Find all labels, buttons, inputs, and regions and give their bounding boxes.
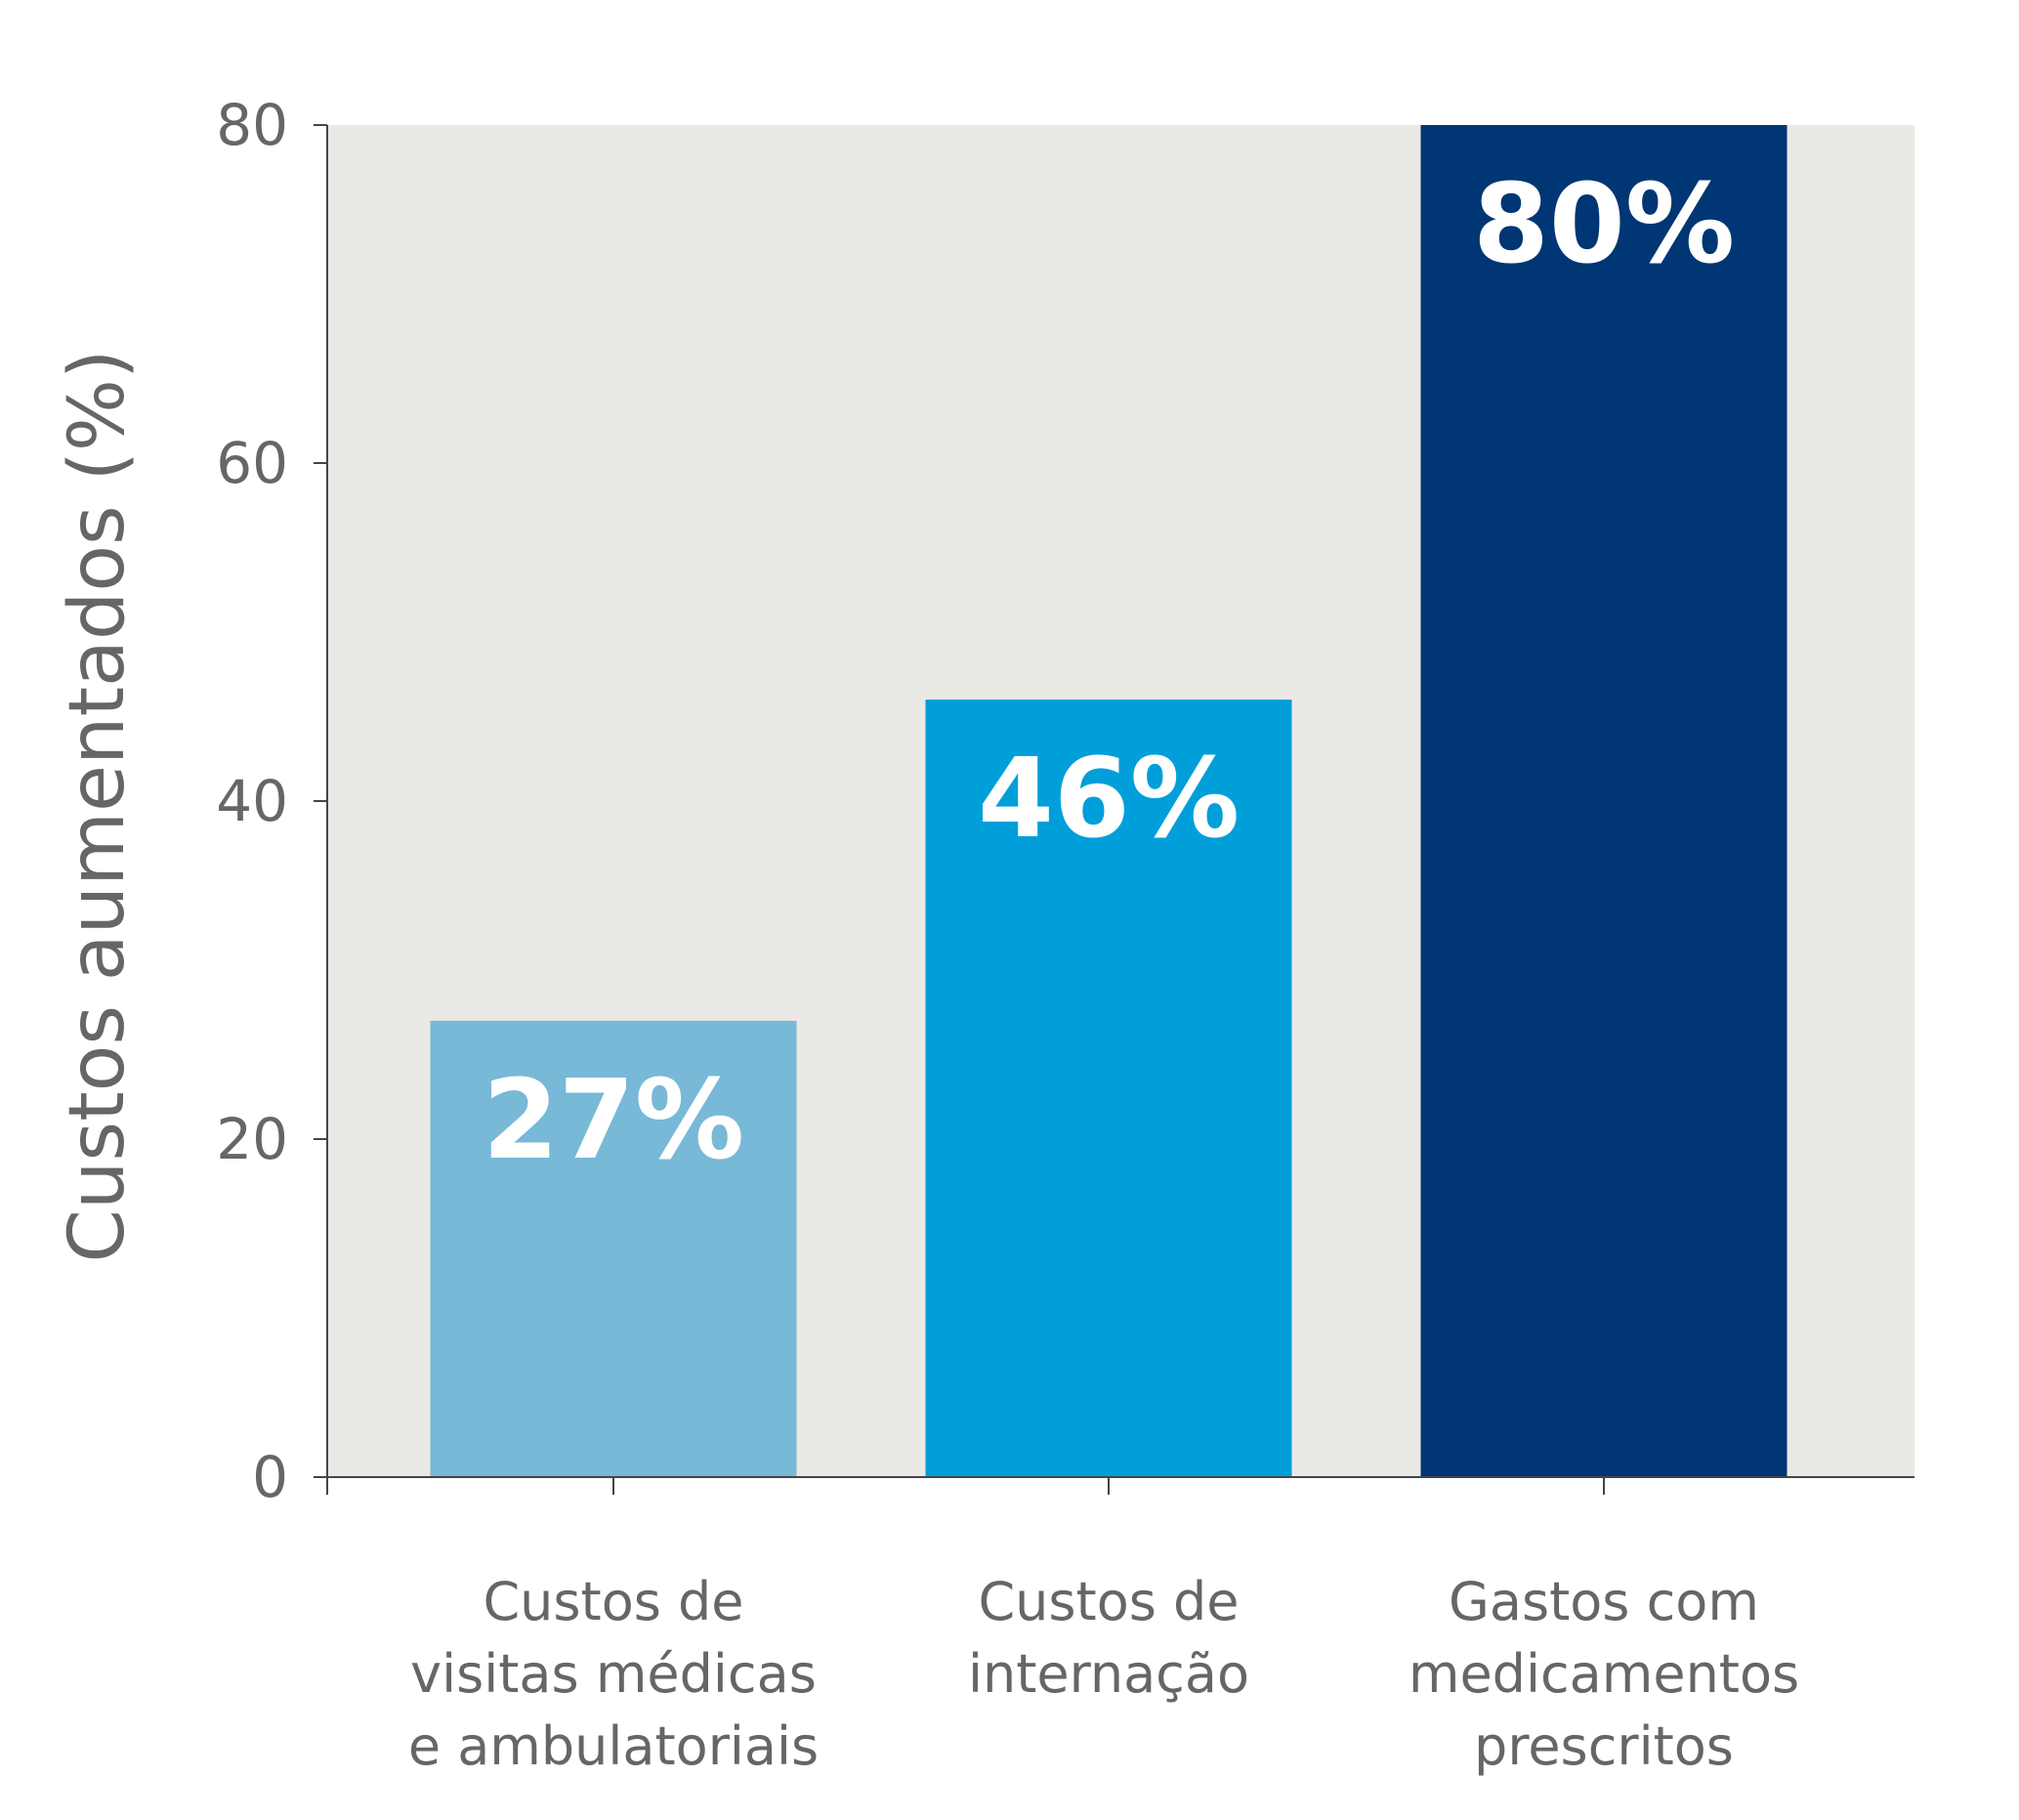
- bar-2: [925, 699, 1292, 1477]
- y-tick-label: 60: [216, 430, 288, 496]
- y-tick-label: 20: [216, 1106, 288, 1172]
- category-label-3: Gastos com medicamentos prescritos: [1409, 1571, 1799, 1777]
- category-label-line: e ambulatoriais: [408, 1715, 819, 1777]
- axes-group: [314, 124, 1914, 1495]
- category-label-1: Custos de visitas médicas e ambulatoriais: [408, 1571, 819, 1777]
- category-label-line: prescritos: [1474, 1715, 1734, 1777]
- y-tick-label: 0: [252, 1444, 288, 1510]
- category-label-line: Custos de: [483, 1571, 743, 1632]
- bar-1: [430, 1020, 797, 1477]
- bars-group: [430, 125, 1788, 1477]
- y-tick-label: 40: [216, 768, 288, 834]
- category-label-line: internação: [968, 1643, 1249, 1705]
- y-axis-title: Custos aumentados (%): [54, 350, 142, 1263]
- category-label-line: visitas médicas: [410, 1643, 817, 1705]
- category-label-line: medicamentos: [1409, 1643, 1799, 1705]
- labels-group: 0 20 40 60 80 27% 46% 80% Custos de visitas médic…: [216, 92, 1799, 1777]
- category-label-2: Custos de internação: [968, 1571, 1249, 1705]
- y-tick-label: 80: [216, 92, 288, 158]
- data-label-2: 46%: [978, 736, 1240, 863]
- data-label-1: 27%: [483, 1057, 744, 1184]
- data-label-3: 80%: [1473, 161, 1735, 288]
- bar-3: [1420, 125, 1788, 1477]
- category-label-line: Custos de: [978, 1571, 1239, 1632]
- category-label-line: Gastos com: [1449, 1571, 1759, 1632]
